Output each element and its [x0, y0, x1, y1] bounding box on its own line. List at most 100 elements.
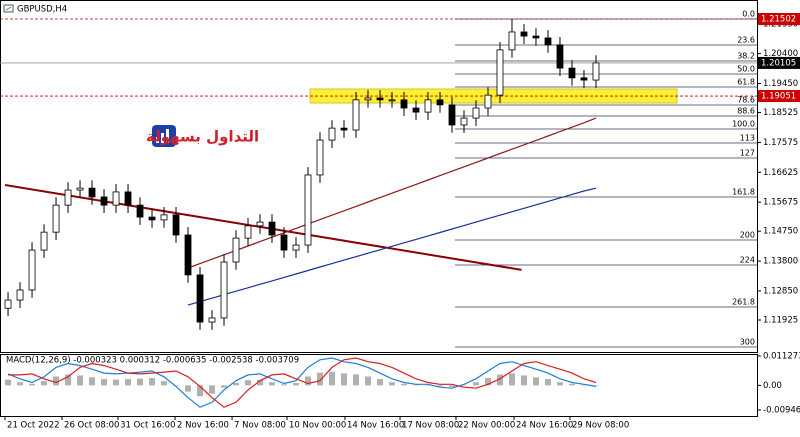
candle-body: [52, 204, 60, 233]
macd-bar: [580, 384, 587, 386]
macd-bar: [400, 383, 407, 386]
x-tick-label: 17 Nov 08:00: [402, 421, 459, 431]
indicator-line: [8, 357, 597, 408]
indicator-line: [187, 187, 597, 306]
candle-body: [112, 191, 120, 206]
candle-body: [316, 139, 324, 176]
macd-bar: [17, 382, 24, 386]
chart-title: GBPUSD,H4: [17, 5, 67, 15]
candle-body: [40, 231, 48, 251]
candle-body: [232, 237, 240, 263]
macd-bar: [293, 383, 300, 386]
macd-bar: [436, 385, 443, 387]
macd-bar: [89, 377, 96, 386]
macd-bar: [149, 378, 156, 386]
y-tick-label: 1.12850: [763, 286, 798, 296]
candle-body: [172, 214, 180, 236]
candle-body: [292, 244, 300, 251]
macd-bar: [496, 374, 503, 386]
macd-bar: [460, 384, 467, 386]
candle-body: [496, 49, 504, 96]
price-marker-label: 1.20105: [761, 58, 796, 68]
y-tick-label: 1.17575: [763, 138, 798, 148]
candle-body: [580, 77, 588, 81]
macd-bar: [53, 376, 60, 386]
x-tick-label: 7 Nov 08:00: [234, 421, 286, 431]
macd-bar: [317, 372, 324, 386]
fib-label: 88.6: [737, 107, 755, 116]
candle-body: [592, 62, 600, 81]
macd-bar: [77, 375, 84, 386]
fib-label: 113: [740, 134, 755, 143]
x-tick-label: 2 Nov 16:00: [177, 421, 229, 431]
macd-bar: [544, 379, 551, 386]
macd-bar: [532, 377, 539, 386]
fib-label: 0.0: [742, 10, 755, 19]
fib-label: 127: [740, 148, 755, 157]
candle-body: [304, 174, 312, 246]
macd-bar: [341, 373, 348, 386]
candle-body: [64, 189, 72, 206]
price-marker-box: [758, 90, 800, 103]
fib-label: 224: [740, 256, 755, 265]
candle-body: [352, 99, 360, 131]
price-marker-box: [758, 56, 800, 69]
candle-body: [256, 221, 264, 227]
candle-body: [184, 234, 192, 276]
candle-body: [388, 99, 396, 102]
macd-bar: [221, 385, 228, 388]
macd-bar: [484, 378, 491, 386]
macd-title: MACD(12,26,9) -0.000323 0.000312 -0.0006…: [6, 356, 299, 366]
candle-body: [244, 225, 252, 239]
candle-body: [364, 97, 372, 101]
y-tick-label: 0.00: [763, 381, 782, 391]
macd-bar: [197, 385, 204, 397]
candle-body: [4, 299, 12, 309]
fib-label: 300: [740, 338, 755, 347]
candle-body: [124, 191, 132, 206]
macd-bar: [365, 376, 372, 386]
candle-body: [16, 289, 24, 301]
price-marker-box: [758, 13, 800, 26]
fib-label: 161.8: [732, 187, 755, 196]
candle-body: [148, 216, 156, 221]
trendline: [4, 184, 522, 271]
candle-body: [328, 127, 336, 141]
candle-body: [208, 317, 216, 323]
fib-label: 100.0: [732, 120, 755, 129]
x-tick-label: 26 Oct 08:00: [64, 421, 119, 431]
price-panel-frame: [0, 0, 758, 353]
macd-bar: [125, 379, 132, 386]
macd-bar: [113, 379, 120, 386]
y-tick-label: 1.15675: [763, 198, 798, 208]
macd-bar: [305, 376, 312, 386]
candle-body: [100, 196, 108, 206]
candle-body: [544, 37, 552, 46]
macd-bar: [388, 382, 395, 386]
x-tick-label: 24 Nov 16:00: [516, 421, 573, 431]
macd-bar: [161, 381, 168, 386]
y-tick-label: 1.13800: [763, 257, 798, 267]
candle-body: [88, 187, 96, 198]
candle-body: [268, 221, 276, 236]
logo-icon: [152, 125, 176, 147]
fib-label: 261.8: [732, 297, 755, 306]
candle-body: [220, 261, 228, 319]
fib-label: 50.0: [737, 65, 755, 74]
macd-bar: [29, 383, 36, 386]
y-tick-label: 1.14750: [763, 227, 798, 237]
y-tick-label: 1.11925: [763, 316, 798, 326]
macd-bar: [233, 383, 240, 386]
candle-body: [76, 187, 84, 191]
candle-body: [436, 99, 444, 106]
macd-bar: [257, 379, 264, 386]
macd-bar: [568, 383, 575, 386]
price-marker-label: 1.21502: [761, 15, 796, 25]
macd-bar: [137, 378, 144, 386]
fib-label: 200: [740, 231, 755, 240]
macd-bar: [508, 373, 515, 386]
macd-bar: [592, 385, 599, 386]
macd-bar: [281, 384, 288, 386]
x-tick-label: 22 Nov 00:00: [458, 421, 515, 431]
